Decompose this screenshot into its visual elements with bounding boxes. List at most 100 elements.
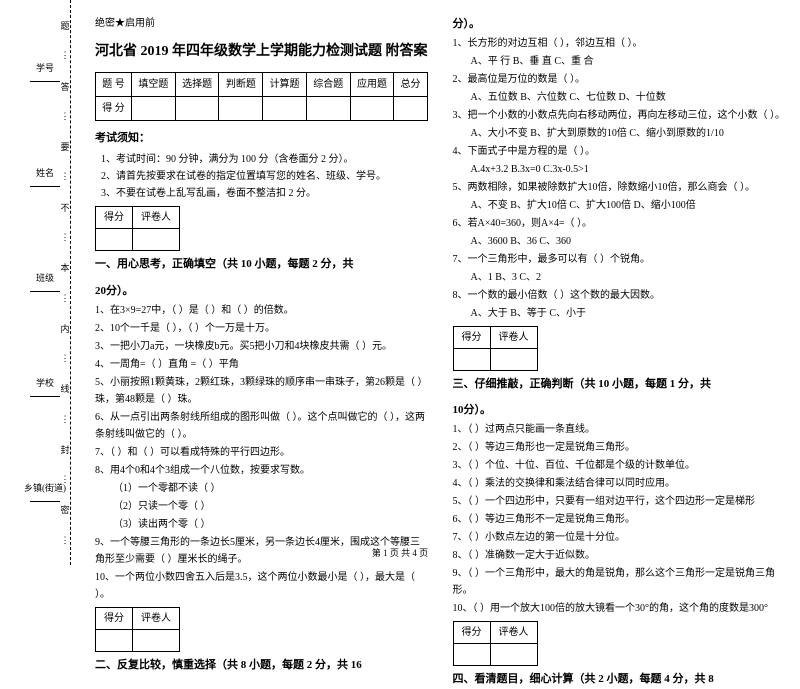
th: 计算题 (263, 72, 307, 96)
td (96, 229, 133, 251)
seal-char: 答 (60, 80, 69, 93)
td (453, 644, 490, 666)
left-column: 绝密★启用前 河北省 2019 年四年级数学上学期能力检测试题 附答案 题 号 … (95, 15, 428, 535)
td: 得分 (453, 622, 490, 644)
q-opt: A、平 行 B、垂 直 C、重 合 (471, 53, 786, 70)
td: 得分 (96, 607, 133, 629)
seal-line-text: 题 ⋮ 答 ⋮ 要 ⋮ 不 ⋮ 本 ⋮ 内 ⋮ 线 ⋮ 封 ⋮ 密 ⋮ (55, 10, 75, 555)
th: 总分 (394, 72, 427, 96)
seal-char: 内 (60, 322, 69, 335)
q: 5、两数相除，如果被除数扩大10倍，除数缩小10倍，那么商会（ ）。 (453, 179, 786, 196)
section-1-title: 一、用心思考，正确填空（共 10 小题，每题 2 分，共 (95, 258, 354, 270)
q: 7、（ ）小数点左边的第一位是十分位。 (453, 529, 786, 546)
notice-2: 2、请首先按要求在试卷的指定位置填写您的姓名、班级、学号。 (101, 168, 428, 185)
score-table: 题 号 填空题 选择题 判断题 计算题 综合题 应用题 总分 得 分 (95, 72, 428, 121)
td: 得 分 (96, 96, 132, 120)
q: 4、下面式子中是方程的是（ ）。 (453, 143, 786, 160)
notice-title: 考试须知： (95, 129, 428, 148)
th: 选择题 (175, 72, 219, 96)
q: 3、一把小刀a元，一块橡皮b元。买5把小刀和4块橡皮共需（ ）元。 (95, 338, 428, 355)
q-opt: A、3600 B、36 C、360 (471, 233, 786, 250)
q: 10、一个两位小数四舍五入后是3.5，这个两位小数最小是（ ），最大是（ ）。 (95, 569, 428, 603)
td (490, 644, 537, 666)
q-opt: A、五位数 B、六位数 C、七位数 D、十位数 (471, 89, 786, 106)
q-sub: （1）一个零都不读（ ） (113, 480, 428, 497)
q: 2、10个一千是（ ），（ ）个一万是十万。 (95, 320, 428, 337)
seal-char: 密 (60, 503, 69, 516)
q: 6、从一点引出两条射线所组成的图形叫做（ ）。这个点叫做它的（ ），这两条射线叫… (95, 409, 428, 443)
td (132, 96, 176, 120)
binding-sidebar: 学号 姓名 班级 学校 乡镇(街道) (0, 0, 90, 565)
td: 评卷人 (490, 326, 537, 348)
q: 3、（ ）个位、十位、百位、千位都是个级的计数单位。 (453, 457, 786, 474)
label-xingming: 姓名 (36, 168, 54, 178)
grade-box-1: 得分评卷人 (95, 206, 180, 251)
q-opt: A、大于 B、等于 C、小于 (471, 305, 786, 322)
q: 2、（ ）等边三角形也一定是锐角三角形。 (453, 439, 786, 456)
q-opt: A、1 B、3 C、2 (471, 269, 786, 286)
q: 2、最高位是万位的数是（ ）。 (453, 71, 786, 88)
dots: ⋮ (61, 353, 70, 364)
q-sub: （3）读出两个零（ ） (113, 516, 428, 533)
q: 1、（ ）过两点只能画一条直线。 (453, 421, 786, 438)
page-footer: 第 1 页 共 4 页 (0, 546, 800, 559)
th: 判断题 (219, 72, 263, 96)
th: 应用题 (350, 72, 394, 96)
td: 得分 (96, 207, 133, 229)
td: 评卷人 (133, 607, 180, 629)
q-opt: A、大小不变 B、扩大到原数的10倍 C、缩小到原数的1/10 (471, 125, 786, 142)
exam-title: 河北省 2019 年四年级数学上学期能力检测试题 附答案 (95, 40, 428, 64)
td: 评卷人 (490, 622, 537, 644)
q-opt: A.4x+3.2 B.3x=0 C.3x-0.5>1 (471, 161, 786, 178)
dots: ⋮ (61, 414, 70, 425)
q: 5、（ ）一个四边形中，只要有一组对边平行，这个四边形一定是梯形 (453, 493, 786, 510)
q: 6、（ ）等边三角形不一定是锐角三角形。 (453, 511, 786, 528)
q: 6、若A×40=360，则A×4=（ ）。 (453, 215, 786, 232)
td (350, 96, 394, 120)
td (219, 96, 263, 120)
q: 8、一个数的最小倍数（ ）这个数的最大因数。 (453, 287, 786, 304)
th: 填空题 (132, 72, 176, 96)
td (133, 629, 180, 651)
q: 4、一周角=（ ）直角 =（ ）平角 (95, 356, 428, 373)
q-sub: （2）只读一个零（ ） (113, 498, 428, 515)
q-opt: A、不变 B、扩大10倍 C、扩大100倍 D、缩小100倍 (471, 197, 786, 214)
section-3b: 10分）。 (453, 404, 492, 416)
section-3-title: 三、仔细推敲，正确判断（共 10 小题，每题 1 分，共 (453, 378, 712, 390)
td: 得分 (453, 326, 490, 348)
grade-box-4: 得分评卷人 (453, 621, 538, 666)
fold-line (70, 0, 71, 565)
label-xuehao: 学号 (36, 63, 54, 73)
td (263, 96, 307, 120)
th: 综合题 (306, 72, 350, 96)
q: 7、（ ）和（ ）可以看成特殊的平行四边形。 (95, 444, 428, 461)
dots: ⋮ (61, 111, 70, 122)
dots: ⋮ (61, 293, 70, 304)
q: 4、（ ）乘法的交换律和乘法结合律可以同时应用。 (453, 475, 786, 492)
td (133, 229, 180, 251)
section-1b: 20分）。 (95, 285, 134, 297)
seal-char: 封 (60, 443, 69, 456)
section-4-title: 四、看清题目，细心计算（共 2 小题，每题 4 分，共 8 (453, 673, 714, 685)
dots: ⋮ (61, 232, 70, 243)
notice-3: 3、不要在试卷上乱写乱画，卷面不整洁扣 2 分。 (101, 185, 428, 202)
td (394, 96, 427, 120)
score-value-row: 得 分 (96, 96, 428, 120)
seal-char: 本 (60, 261, 69, 274)
q: 7、一个三角形中，最多可以有（ ）个锐角。 (453, 251, 786, 268)
q: 3、把一个小数的小数点先向右移动两位，再向左移动三位，这个小数（ ）。 (453, 107, 786, 124)
dots: ⋮ (61, 50, 70, 61)
seal-char: 题 (60, 19, 69, 32)
secret-label: 绝密★启用前 (95, 15, 428, 32)
dots: ⋮ (61, 171, 70, 182)
main-content: 绝密★启用前 河北省 2019 年四年级数学上学期能力检测试题 附答案 题 号 … (95, 15, 785, 535)
q: 1、长方形的对边互相（ ），邻边互相（ ）。 (453, 35, 786, 52)
dots: ⋮ (61, 474, 70, 485)
score-header-row: 题 号 填空题 选择题 判断题 计算题 综合题 应用题 总分 (96, 72, 428, 96)
seal-char: 线 (60, 382, 69, 395)
q: 8、用4个0和4个3组成一个八位数，按要求写数。 (95, 462, 428, 479)
dots: ⋮ (61, 535, 70, 546)
q: 10、（ ）用一个放大100倍的放大镜看一个30°的角，这个角的度数是300° (453, 600, 786, 617)
grade-box-2: 得分评卷人 (95, 607, 180, 652)
label-banji: 班级 (36, 273, 54, 283)
